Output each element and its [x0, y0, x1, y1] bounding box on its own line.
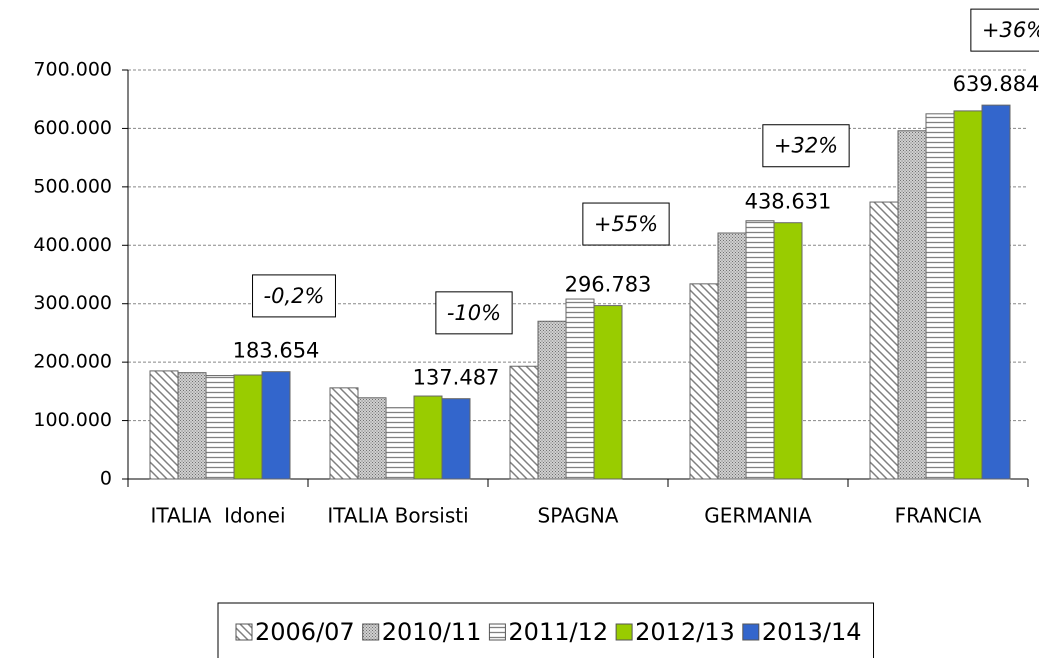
legend-swatch [488, 623, 506, 641]
value-label: 137.487 [413, 366, 500, 390]
annotation: +36% [970, 8, 1039, 52]
x-tick-label: FRANCIA [895, 504, 982, 528]
bar [869, 201, 899, 480]
y-tick-label: 0 [100, 468, 112, 490]
legend-swatch [235, 623, 253, 641]
annotation-box [435, 291, 513, 335]
bar [981, 104, 1011, 480]
bar [593, 305, 623, 480]
y-tick-label: 500.000 [33, 175, 112, 197]
bar [149, 370, 179, 480]
bar [357, 397, 387, 480]
y-tick-label: 700.000 [33, 59, 112, 81]
annotation-text: -10% [447, 301, 501, 325]
x-tick-label: ITALIA Borsisti [327, 504, 468, 528]
y-tick-label: 400.000 [33, 234, 112, 256]
value-label: 639.884 [953, 72, 1039, 96]
annotation: +55% [582, 202, 670, 246]
bar [745, 220, 775, 480]
annotation-text: +32% [774, 134, 838, 158]
bar [509, 365, 539, 480]
annotation: -0,2% [252, 274, 336, 318]
annotation-text: +36% [982, 18, 1039, 42]
legend-box [217, 602, 875, 658]
bar [565, 298, 595, 480]
bar [233, 374, 263, 480]
annotation-box [762, 124, 850, 168]
value-label: 183.654 [233, 339, 320, 363]
y-tick-label: 300.000 [33, 292, 112, 314]
bar [329, 387, 359, 480]
annotation: +32% [762, 124, 850, 168]
bar [261, 371, 291, 480]
y-tick-label: 600.000 [33, 117, 112, 139]
bar [773, 222, 803, 480]
legend-label: 2012/13 [635, 618, 735, 646]
annotation-box [582, 202, 670, 246]
bar [537, 320, 567, 480]
y-tick-label: 200.000 [33, 351, 112, 373]
legend-label: 2011/12 [508, 618, 608, 646]
legend: 2006/07 2010/11 2011/12 2012/13 2013/14 [217, 602, 875, 658]
annotation: -10% [435, 291, 513, 335]
bar [689, 283, 719, 480]
x-tick-label: ITALIA Idonei [150, 504, 285, 528]
legend-label: 2010/11 [382, 618, 482, 646]
bar [205, 375, 235, 480]
bar [385, 407, 415, 480]
x-tick-label: SPAGNA [538, 504, 619, 528]
bar [413, 395, 443, 480]
value-label: 296.783 [565, 273, 652, 297]
x-tick-label: GERMANIA [704, 504, 812, 528]
value-label: 438.631 [745, 190, 832, 214]
bar [717, 232, 747, 480]
annotation-box [970, 8, 1039, 52]
legend-swatch [362, 623, 380, 641]
legend-swatch [742, 623, 760, 641]
bar [897, 130, 927, 480]
bar [925, 113, 955, 480]
annotation-text: +55% [594, 212, 658, 236]
legend-swatch [615, 623, 633, 641]
y-tick-label: 100.000 [33, 409, 112, 431]
legend-label: 2013/14 [762, 618, 862, 646]
bar [953, 110, 983, 480]
annotation-box [252, 274, 336, 318]
bar [441, 398, 471, 480]
bar [177, 372, 207, 480]
legend-label: 2006/07 [255, 618, 355, 646]
annotation-text: -0,2% [264, 284, 325, 308]
